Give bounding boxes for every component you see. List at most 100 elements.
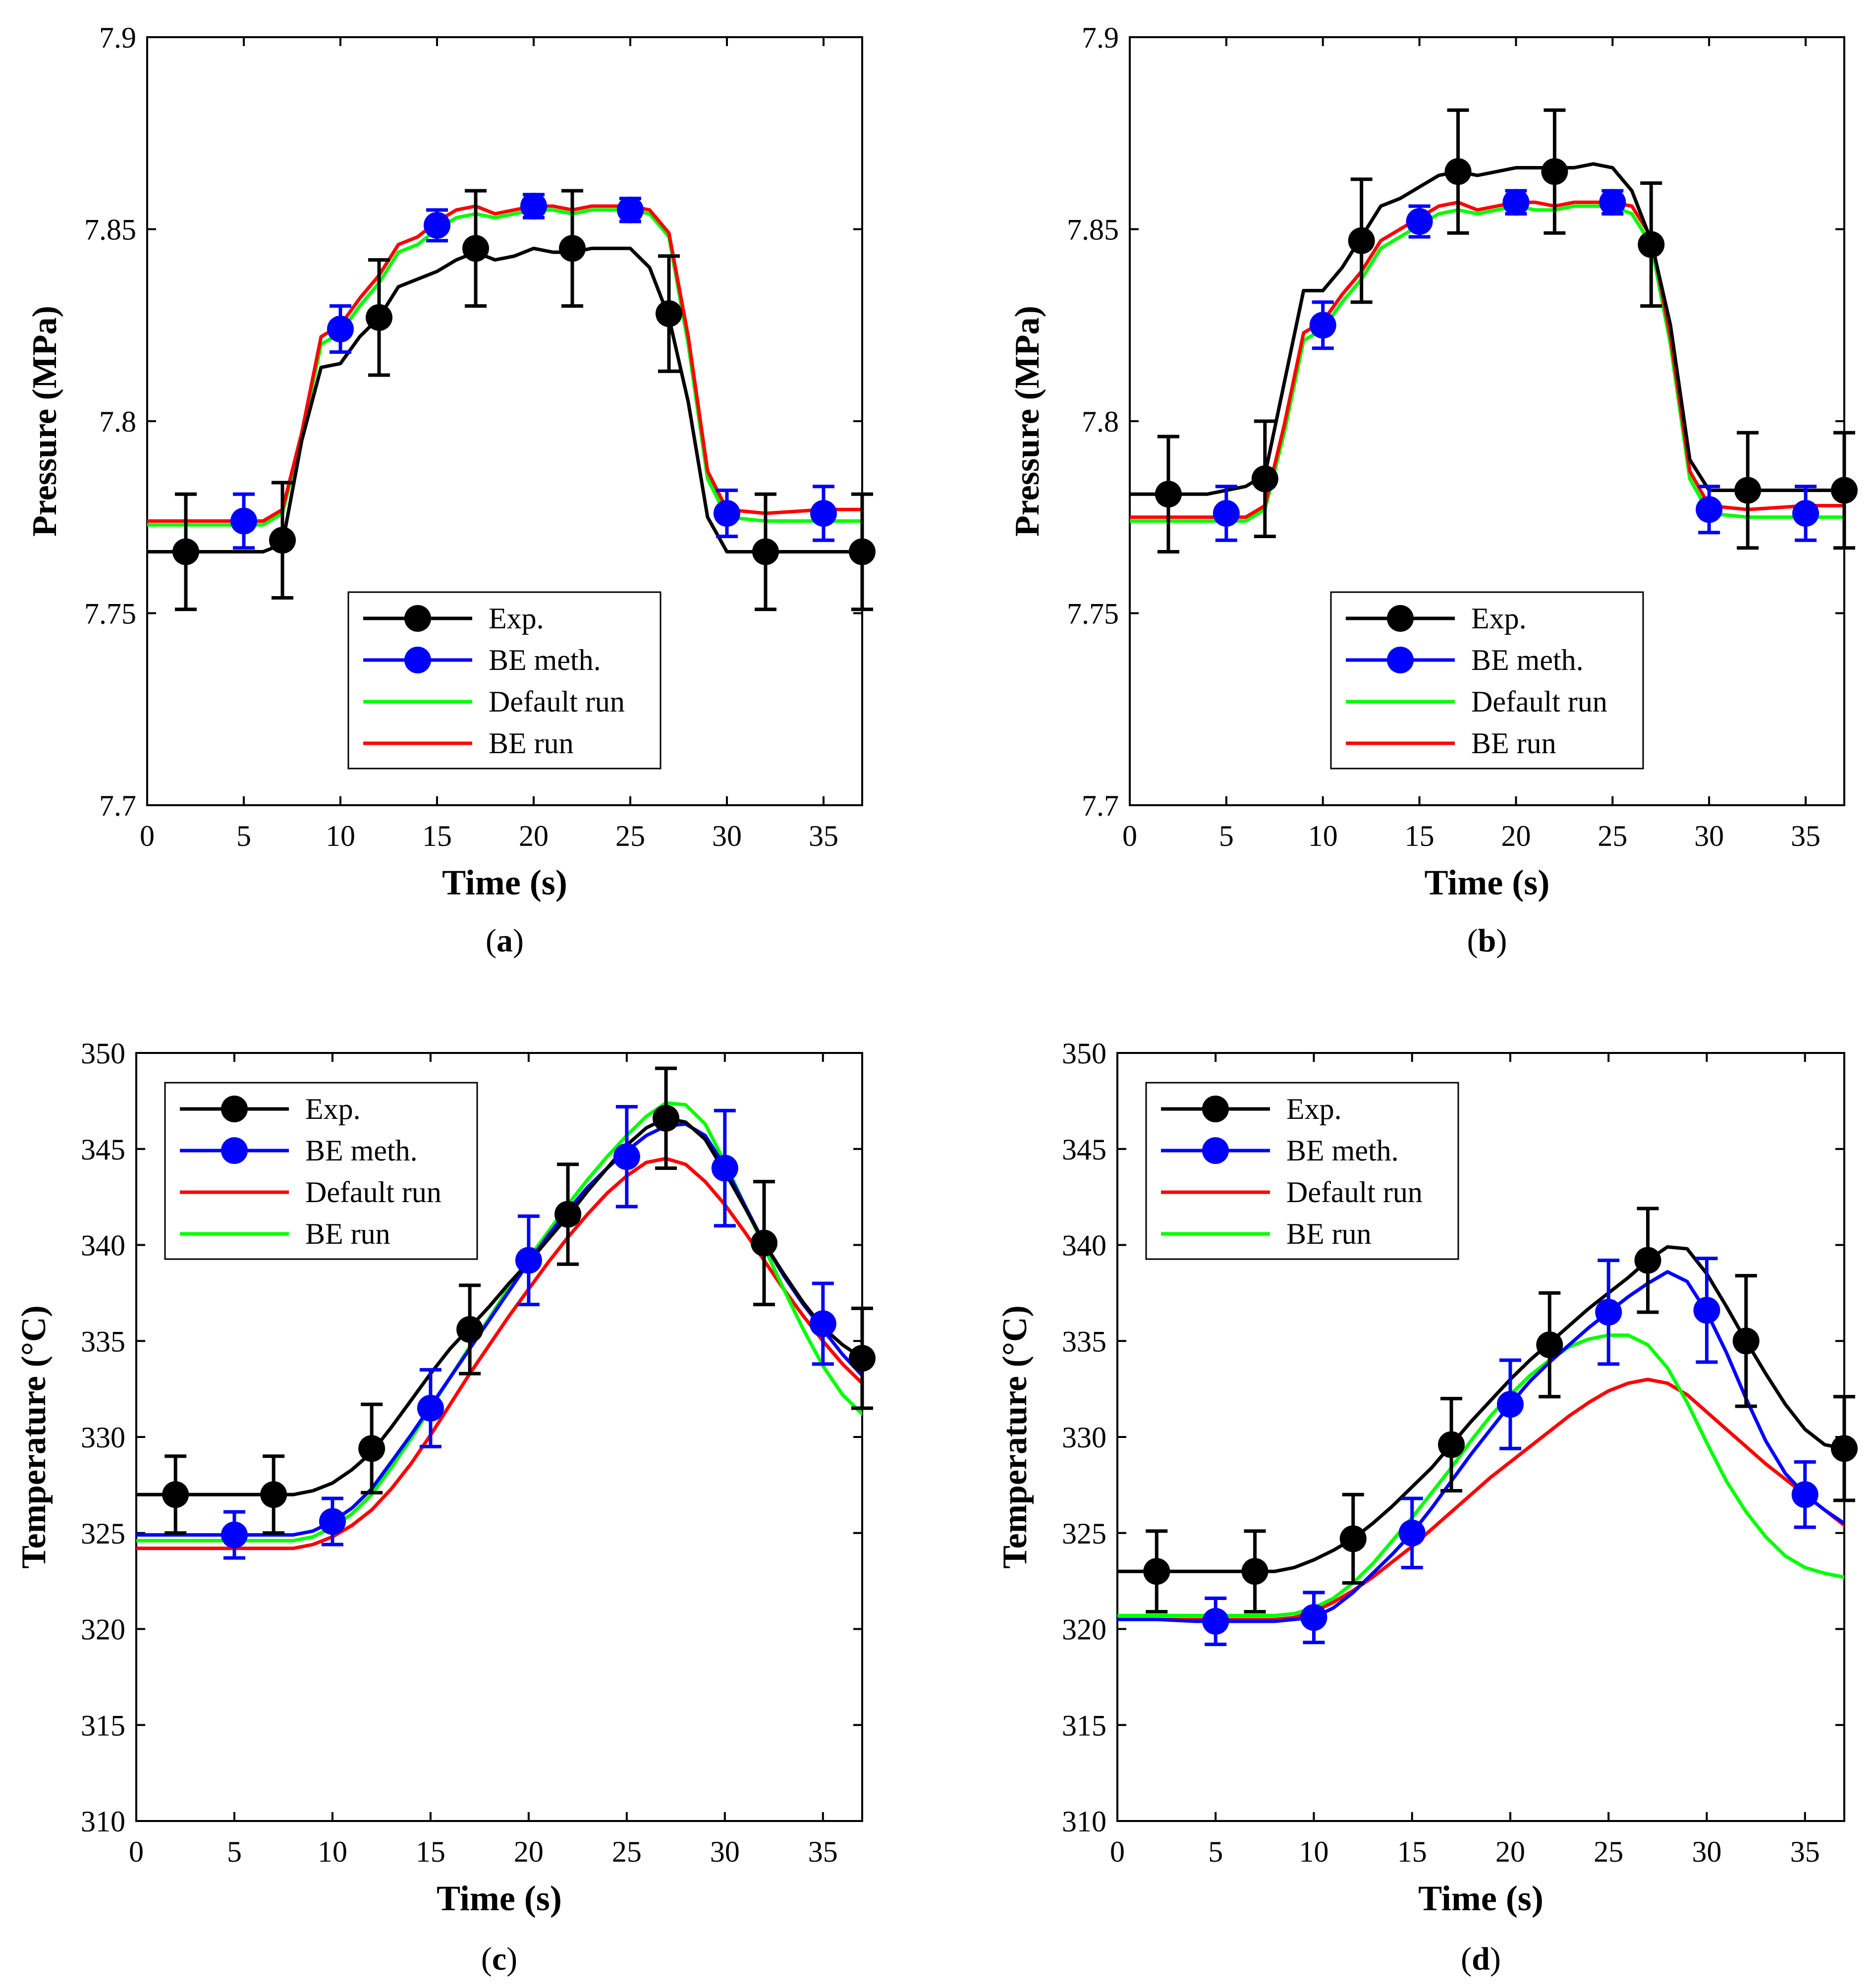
data-point-exp: [1634, 1247, 1661, 1274]
x-axis-label: Time (s): [437, 1878, 562, 1918]
legend-label-default-run: Default run: [305, 1176, 441, 1209]
data-point-exp: [456, 1316, 484, 1343]
data-point-be-meth: [1696, 496, 1723, 523]
x-axis-label: Time (s): [1418, 1878, 1544, 1918]
legend: Exp. BE meth. Default run BE run: [164, 1082, 478, 1260]
y-tick-label: 7.75: [84, 598, 136, 630]
y-tick-label: 325: [81, 1517, 125, 1550]
legend-label-be-meth: BE meth.: [489, 644, 601, 676]
legend-label-default-run: Default run: [489, 685, 625, 718]
series-line-exp: [147, 246, 862, 553]
y-tick-label: 335: [81, 1325, 125, 1358]
series-line-be-run: [147, 204, 862, 523]
data-point-be-meth: [520, 193, 547, 220]
x-tick-label: 15: [1397, 1835, 1427, 1868]
series-line-exp: [136, 1116, 862, 1496]
y-tick-label: 7.9: [99, 21, 136, 54]
y-tick-label: 340: [81, 1229, 125, 1262]
data-point-exp: [462, 235, 489, 262]
legend-label-be-meth: BE meth.: [1286, 1134, 1399, 1167]
y-tick-label: 320: [81, 1613, 125, 1646]
data-point-exp: [260, 1481, 287, 1508]
legend-label-be-run: BE run: [1471, 727, 1556, 760]
y-axis-label: Temperature (°C): [996, 1305, 1034, 1569]
panel-caption: (a): [486, 923, 524, 959]
y-tick-label: 350: [81, 1037, 125, 1070]
x-tick-label: 30: [712, 820, 742, 852]
data-point-exp: [1348, 227, 1375, 254]
y-tick-label: 345: [1062, 1133, 1106, 1166]
x-tick-label: 20: [1495, 1835, 1525, 1868]
y-tick-label: 310: [81, 1805, 125, 1838]
data-point-exp: [559, 235, 586, 262]
data-point-be-meth: [1502, 189, 1530, 216]
legend-label-be-run: BE run: [489, 727, 574, 760]
legend-label-be-run: BE run: [305, 1217, 390, 1250]
x-axis-label: Time (s): [1425, 863, 1550, 902]
x-tick-label: 30: [710, 1835, 740, 1868]
data-point-be-meth: [515, 1247, 542, 1274]
x-tick-label: 35: [808, 1835, 838, 1868]
y-tick-label: 330: [1062, 1421, 1106, 1454]
data-point-be-meth: [424, 212, 450, 239]
x-tick-label: 15: [422, 820, 452, 852]
y-axis-label: Pressure (MPa): [26, 306, 64, 537]
x-tick-label: 20: [514, 1835, 544, 1868]
data-point-be-meth: [1791, 1481, 1819, 1508]
data-point-exp: [1444, 158, 1472, 185]
y-tick-label: 315: [81, 1709, 125, 1742]
data-point-exp: [269, 527, 296, 554]
legend-label-exp: Exp.: [1471, 602, 1527, 635]
data-point-be-meth: [1496, 1391, 1524, 1418]
data-point-exp: [1143, 1558, 1170, 1585]
y-tick-label: 340: [1062, 1229, 1106, 1262]
y-axis-label: Temperature (°C): [15, 1305, 53, 1569]
data-point-exp: [1638, 231, 1665, 258]
data-point-exp: [1536, 1331, 1563, 1358]
x-tick-label: 0: [1110, 1835, 1125, 1868]
data-point-be-meth: [1406, 208, 1433, 235]
legend-label-exp: Exp.: [1286, 1093, 1342, 1125]
data-point-exp: [751, 1229, 778, 1257]
x-tick-label: 35: [809, 820, 838, 852]
x-tick-label: 5: [227, 1835, 242, 1868]
data-point-exp: [656, 300, 682, 327]
x-tick-label: 25: [615, 820, 645, 852]
data-layer: [1130, 162, 1844, 523]
legend-box: [1145, 1082, 1459, 1260]
data-point-be-meth: [714, 500, 740, 527]
data-point-be-meth: [711, 1155, 738, 1182]
legend-label-be-run: BE run: [1286, 1217, 1372, 1250]
legend-box: [164, 1082, 478, 1260]
x-tick-label: 0: [140, 820, 155, 852]
legend-marker-be-meth: [221, 1137, 248, 1164]
data-point-exp: [554, 1201, 582, 1228]
legend-label-be-meth: BE meth.: [1471, 644, 1584, 676]
y-tick-label: 7.8: [1082, 405, 1119, 438]
y-tick-label: 310: [1062, 1805, 1106, 1838]
x-tick-label: 10: [1299, 1835, 1328, 1868]
legend-box: [1330, 591, 1644, 770]
data-point-exp: [849, 538, 876, 565]
x-tick-label: 35: [1791, 820, 1820, 852]
legend-label-default-run: Default run: [1286, 1176, 1423, 1209]
panel-caption: (c): [481, 1941, 517, 1977]
data-point-exp: [1251, 465, 1278, 493]
x-tick-label: 25: [1598, 820, 1627, 852]
y-tick-label: 7.75: [1067, 598, 1119, 630]
y-tick-label: 345: [81, 1133, 125, 1166]
data-point-exp: [358, 1435, 386, 1462]
x-axis-label: Time (s): [442, 863, 567, 902]
x-tick-label: 5: [236, 820, 251, 852]
x-tick-label: 35: [1790, 1835, 1820, 1868]
legend: Exp. BE meth. Default run BE run: [1145, 1082, 1459, 1260]
data-point-exp: [172, 538, 199, 565]
x-tick-label: 25: [1594, 1835, 1623, 1868]
data-point-be-meth: [1599, 189, 1626, 216]
x-tick-label: 0: [1122, 820, 1137, 852]
y-tick-label: 7.9: [1082, 21, 1119, 54]
data-point-exp: [1831, 1435, 1858, 1462]
data-point-exp: [1831, 477, 1858, 504]
